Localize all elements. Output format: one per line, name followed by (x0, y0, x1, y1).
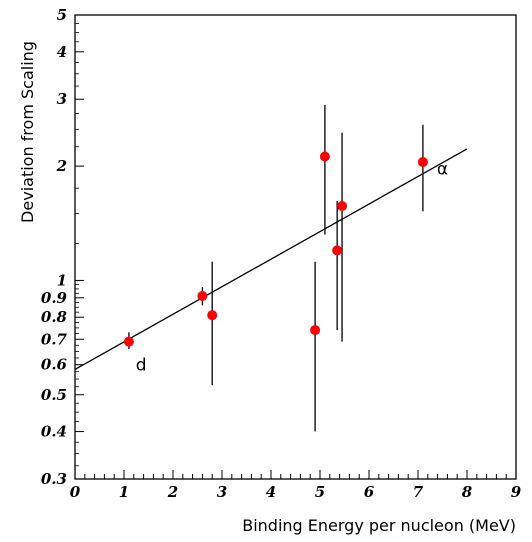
data-point (123, 336, 134, 347)
y-tick-label: 4 (57, 43, 67, 61)
data-point (197, 290, 208, 301)
y-tick-label: 0.8 (41, 308, 68, 326)
x-tick-label: 5 (315, 483, 325, 501)
y-tick-label: 0.4 (41, 423, 67, 441)
x-tick-label: 8 (462, 483, 473, 501)
x-tick-label: 0 (70, 483, 81, 501)
x-tick-label: 7 (413, 483, 424, 501)
fit-line-group (74, 148, 468, 370)
axes (74, 14, 517, 480)
y-axis-title: Deviation from Scaling (18, 41, 37, 223)
x-tick-label: 6 (364, 483, 375, 501)
x-tick-label: 2 (167, 483, 178, 501)
x-tick-label: 4 (266, 483, 276, 501)
y-tick-label: 2 (56, 157, 67, 175)
data-point (332, 245, 343, 256)
x-tick-label: 3 (217, 483, 227, 501)
y-tick-label: 0.3 (41, 470, 67, 488)
x-tick-label: 9 (511, 483, 522, 501)
data-point (337, 201, 348, 212)
y-tick-label: 3 (57, 90, 67, 108)
x-axis-title: Binding Energy per nucleon (MeV) (242, 516, 516, 535)
labels: Binding Energy per nucleon (MeV) Deviati… (18, 41, 516, 535)
y-tick-label: 0.7 (41, 330, 68, 348)
points: dα (123, 104, 448, 432)
y-tick-label: 0.9 (41, 289, 68, 307)
y-tick-label: 0.6 (41, 356, 68, 374)
fit-line (74, 148, 468, 370)
data-point (417, 157, 428, 168)
y-tick-label: 1 (57, 271, 67, 289)
annotation-label: d (136, 355, 147, 375)
plot-frame (74, 14, 517, 480)
annotation-label: α (437, 160, 448, 180)
data-point (310, 325, 321, 336)
y-tick-label: 0.5 (41, 386, 67, 404)
x-tick-label: 1 (119, 483, 129, 501)
data-point (207, 310, 218, 321)
y-tick-label: 5 (57, 6, 67, 24)
data-point (319, 151, 330, 162)
